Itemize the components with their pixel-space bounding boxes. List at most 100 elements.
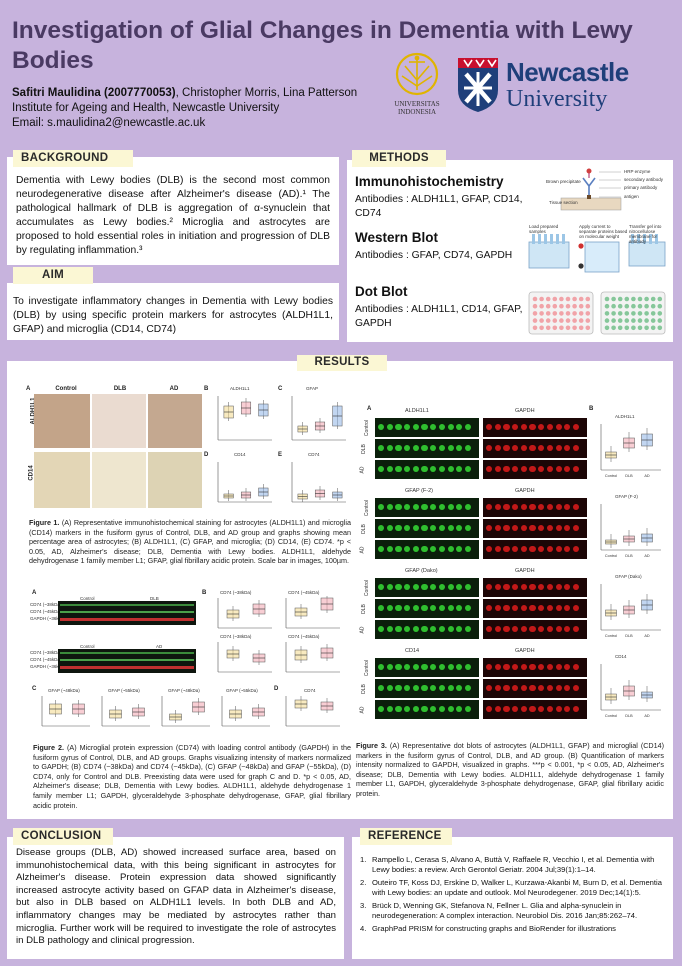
ihc-image (148, 452, 202, 508)
box-mark (641, 428, 653, 450)
blot-dot (404, 466, 411, 473)
plate-well (565, 296, 571, 302)
blot-dot (555, 546, 562, 553)
blot-dot (546, 445, 553, 452)
aim-text: To investigate inflammatory changes in D… (13, 296, 333, 335)
panel-letter: B (589, 406, 594, 412)
blot-dot (378, 525, 385, 532)
dot-blot-strip (483, 658, 587, 677)
plate-well (644, 318, 649, 323)
institute: Institute for Ageing and Health, Newcast… (12, 102, 280, 114)
blot-header: DLB (150, 596, 159, 601)
plate-well (604, 303, 610, 309)
plate-well (572, 325, 577, 331)
blot-row-label: CD74 (~45kDa) (30, 609, 62, 614)
co-authors: , Christopher Morris, Lina Patterson (175, 87, 358, 99)
blot-dot (412, 605, 419, 612)
plate-well (624, 296, 630, 302)
box-mark (226, 606, 240, 621)
blot-dot (546, 664, 553, 671)
blot-dot (395, 706, 402, 713)
blot-dot (503, 706, 510, 713)
dot-blot-label: GFAP (F-2) (405, 488, 434, 494)
newcastle-university-logo: Newcastle University (456, 56, 668, 116)
blot-dot (529, 466, 536, 473)
blot-dot (512, 546, 519, 553)
graph-title: GFAP (F-2) (615, 494, 638, 499)
university-wordmark: University (506, 86, 608, 112)
blot-dot (555, 626, 562, 633)
blot-dot (512, 685, 519, 692)
box-mark (226, 646, 240, 661)
plate-well (532, 311, 538, 316)
plate-well (644, 303, 649, 309)
blot-dot (404, 664, 411, 671)
blot-dot (520, 706, 527, 713)
dot-blot-strip (483, 599, 587, 618)
blot-dot (430, 626, 437, 633)
blot-dot (512, 466, 519, 473)
graph-title: GFAP (~55kDa) (108, 688, 140, 693)
dot-blot-row-label: Control (364, 499, 371, 517)
plate-well (650, 311, 656, 316)
box-mark (320, 698, 334, 713)
ref-text: Outeiro TF, Koss DJ, Erskine D, Walker L… (372, 878, 662, 897)
blot-dot (546, 424, 553, 431)
blot-dot (555, 504, 562, 511)
blot-dot (572, 525, 580, 532)
blot-dot (486, 546, 493, 553)
blot-dot (520, 525, 527, 532)
dot-blot-plates (528, 291, 666, 335)
background-box: Dementia with Lewy bodies (DLB) is the s… (7, 157, 339, 265)
plate-well (644, 296, 649, 302)
caption-label: Figure 3. (356, 741, 387, 750)
blot-dot (546, 706, 553, 713)
blot-row-label: CD74 (~45kDa) (30, 657, 62, 662)
blot-dot (421, 525, 428, 532)
blot-dot (538, 685, 545, 692)
blot-dot (494, 466, 501, 473)
blot-dot (438, 664, 445, 671)
diagram-label: Tissue section (549, 200, 578, 205)
box-mark (252, 704, 265, 719)
blot-dot (486, 706, 493, 713)
blot-dot (404, 546, 411, 553)
blot-dot (395, 466, 402, 473)
graph-title: GFAP (Dako) (615, 574, 642, 579)
blot-dot (456, 546, 463, 553)
blot-dot (529, 546, 536, 553)
box-mark (320, 644, 334, 661)
panel-letter: D (204, 452, 209, 458)
plate-well (644, 311, 649, 316)
blot-dot (421, 546, 428, 553)
box-mark (294, 646, 308, 663)
blot-dot (546, 584, 553, 591)
box-mark (605, 446, 617, 462)
figure-1: A Control DLB AD ALDH1L1 CD14 B C D E AL… (24, 382, 354, 512)
boxplot-cd74-45-dlb (285, 596, 340, 629)
blot-dot (438, 584, 445, 591)
plate-well (637, 325, 643, 331)
graph-title: CD14 (234, 452, 246, 457)
blot-dot (564, 466, 571, 473)
plate-well (572, 311, 577, 316)
blot-dot (503, 664, 510, 671)
plate-well (657, 325, 663, 331)
panel-letter: B (202, 590, 207, 596)
aim-box: To investigate inflammatory changes in D… (7, 283, 339, 340)
axis-tick-label: Control (605, 474, 617, 478)
boxplot-cd74-38-dlb (217, 598, 272, 629)
boxplot-gfap-48-ad (161, 696, 210, 727)
method-antibodies: Antibodies : ALDH1L1, GFAP, CD14, CD74 (355, 194, 523, 219)
blot-dot (538, 626, 545, 633)
reference-item: 3. Brück D, Wenning GK, Stefanova N, Fell… (360, 901, 666, 921)
blot-dot (421, 584, 428, 591)
blot-dot (486, 626, 493, 633)
figure-3: A B ALDH1L1 GAPDH ALDH1L1 Control DLB AD Contr… (359, 404, 665, 734)
blot-dot (447, 706, 454, 713)
blot-dot (520, 685, 527, 692)
blot-dot (421, 445, 428, 452)
method-western-blot: Western Blot Antibodies : GFAP, CD74, GA… (355, 230, 523, 263)
box-mark (192, 698, 205, 715)
ihc-image (148, 394, 202, 448)
